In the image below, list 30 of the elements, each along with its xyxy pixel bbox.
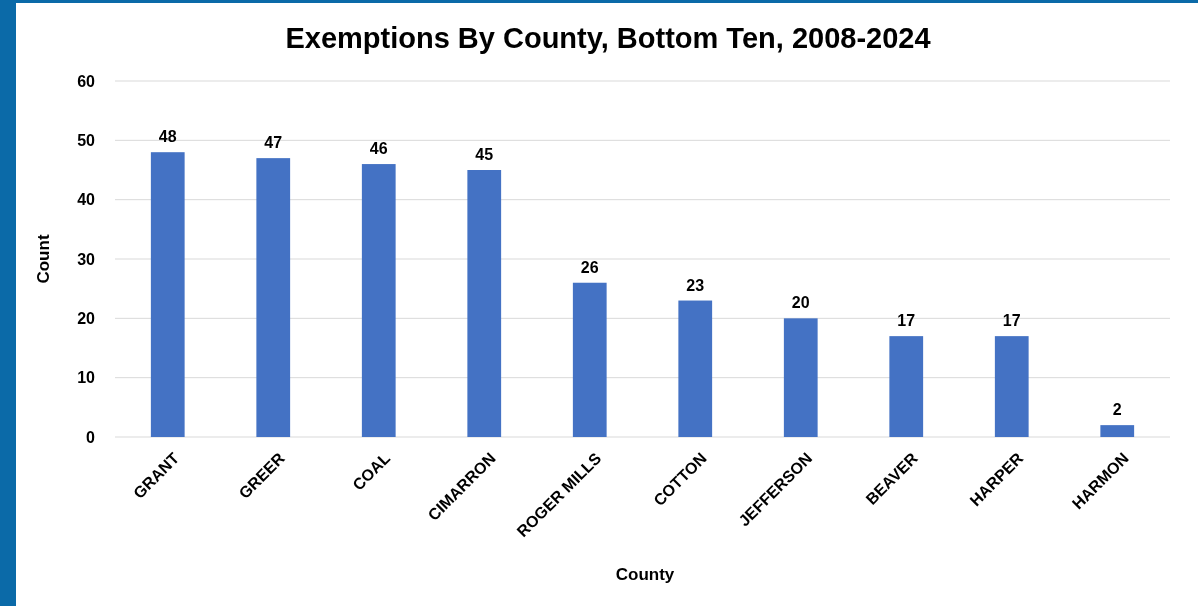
bar: [467, 170, 502, 437]
y-tick-label: 40: [77, 191, 96, 209]
data-label: 45: [475, 146, 494, 163]
chart-title: Exemptions By County, Bottom Ten, 2008-2024: [285, 22, 931, 54]
data-label: 17: [1002, 312, 1021, 330]
y-tick-label: 50: [77, 131, 96, 149]
bar: [783, 318, 818, 437]
y-tick-label: 30: [77, 250, 96, 268]
bar: [256, 158, 291, 437]
data-label: 20: [791, 294, 810, 312]
data-label: 26: [580, 258, 599, 276]
x-axis-title: County: [615, 565, 675, 584]
y-axis-title: Count: [34, 234, 53, 284]
y-tick-label: 0: [86, 428, 96, 446]
data-label: 23: [686, 276, 705, 294]
data-label: 2: [1112, 401, 1122, 419]
bar: [150, 152, 185, 437]
bar: [572, 282, 607, 437]
bar: [361, 164, 396, 437]
bar: [1100, 425, 1135, 437]
data-label: 46: [369, 140, 388, 158]
bar: [889, 336, 924, 437]
data-label: 47: [264, 134, 283, 152]
data-label: 17: [897, 312, 916, 330]
y-tick-label: 60: [77, 72, 96, 90]
y-tick-label: 10: [77, 369, 96, 387]
y-tick-label: 20: [77, 309, 96, 327]
bar: [994, 336, 1029, 437]
data-label: 48: [158, 128, 177, 146]
bar: [678, 300, 713, 437]
